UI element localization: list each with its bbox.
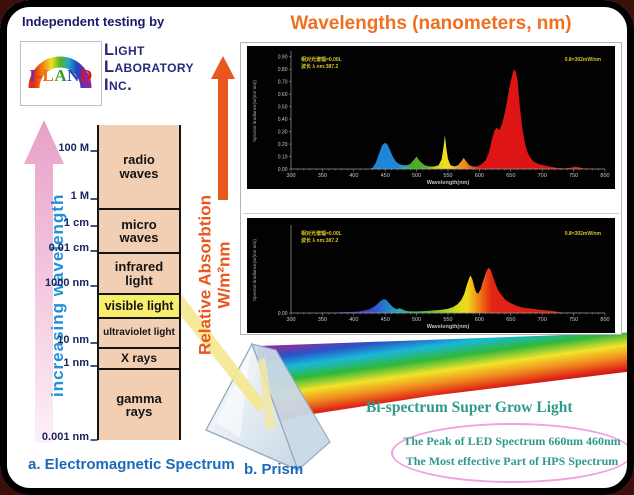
relative-absorption-line1: Relative Absorbtion bbox=[195, 195, 215, 355]
em-spectrum-caption: a. Electromagnetic Spectrum bbox=[28, 456, 235, 473]
svg-text:400: 400 bbox=[349, 317, 358, 323]
led-spectrum-chart: 300 350 400 450 500 550 600 650 700 750 800 0.00 0.1… bbox=[247, 46, 615, 189]
highlight-oval: The Peak of LED Spectrum 660nm 460nm The… bbox=[391, 423, 633, 483]
spectrum-area bbox=[369, 69, 605, 169]
prism-caption: b. Prism bbox=[244, 461, 304, 478]
svg-text:400: 400 bbox=[349, 173, 358, 179]
logo-letter: D bbox=[79, 66, 93, 85]
rainbow-beam bbox=[252, 332, 634, 428]
svg-text:0.8=302mW/nm: 0.8=302mW/nm bbox=[565, 231, 602, 237]
wavelengths-title: Wavelengths (nanometers, nm) bbox=[290, 13, 572, 34]
grow-light-label: Bi-spectrum Super Grow Light bbox=[366, 399, 573, 416]
em-band-visible-light: visible light bbox=[99, 293, 179, 317]
svg-text:600: 600 bbox=[475, 173, 484, 179]
svg-text:650: 650 bbox=[506, 173, 515, 179]
em-scale-label: 10 nm bbox=[57, 334, 89, 346]
svg-text:0.80: 0.80 bbox=[278, 67, 288, 73]
svg-text:550: 550 bbox=[443, 317, 452, 323]
svg-text:0.50: 0.50 bbox=[278, 105, 288, 111]
em-band-X-rays: X rays bbox=[99, 347, 179, 368]
spectrum-area bbox=[322, 267, 605, 313]
em-band-infrared-light: infrared light bbox=[99, 252, 179, 293]
rainbow-arch-icon bbox=[28, 56, 92, 89]
svg-text:0.90: 0.90 bbox=[278, 55, 288, 61]
svg-text:相对光谱辐=0.00L: 相对光谱辐=0.00L bbox=[301, 56, 342, 63]
em-band-ultraviolet-light: ultraviolet light bbox=[99, 317, 179, 347]
em-band-gamma-rays: gamma rays bbox=[99, 368, 179, 440]
svg-text:800: 800 bbox=[600, 173, 609, 179]
iland-logo-text: I-LAND bbox=[21, 66, 101, 86]
svg-text:Spectral irradiance(w/(m2·nm)): Spectral irradiance(w/(m2·nm)) bbox=[252, 79, 257, 142]
company-line-3: Inc. bbox=[104, 75, 133, 94]
pink-up-arrow bbox=[24, 120, 64, 443]
svg-text:750: 750 bbox=[569, 317, 578, 323]
em-scale-label: 100 M bbox=[58, 142, 89, 154]
svg-text:波长 λ nm:387.2: 波长 λ nm:387.2 bbox=[301, 237, 338, 244]
logo-letter: N bbox=[67, 66, 80, 85]
em-scale-label: 1 M bbox=[70, 190, 89, 202]
svg-text:0.70: 0.70 bbox=[278, 80, 288, 86]
prism-side-face bbox=[251, 343, 331, 472]
svg-text:300: 300 bbox=[286, 317, 295, 323]
chart-divider bbox=[243, 213, 619, 214]
orange-up-arrow bbox=[211, 56, 235, 200]
company-line-2: Laboratory bbox=[104, 58, 194, 77]
svg-text:Spectral irradiance(w/(m2·nm)): Spectral irradiance(w/(m2·nm)) bbox=[252, 238, 257, 301]
svg-text:Wavelength(nm): Wavelength(nm) bbox=[427, 324, 470, 330]
svg-text:0.30: 0.30 bbox=[278, 129, 288, 135]
svg-text:450: 450 bbox=[381, 317, 390, 323]
em-spectrum-column: radio waves micro waves infrared light visi… bbox=[97, 125, 181, 440]
svg-text:波长 λ nm:387.2: 波长 λ nm:387.2 bbox=[301, 63, 338, 70]
svg-text:700: 700 bbox=[538, 173, 547, 179]
svg-text:800: 800 bbox=[600, 317, 609, 323]
logo-letter: A bbox=[54, 66, 68, 85]
svg-text:700: 700 bbox=[538, 317, 547, 323]
em-scale-label: 1000 nm bbox=[44, 277, 89, 289]
em-scale-label: 0.01 cm bbox=[48, 242, 89, 254]
svg-text:750: 750 bbox=[569, 173, 578, 179]
em-scale-label: 0.001 nm bbox=[41, 431, 89, 443]
svg-text:0.00: 0.00 bbox=[278, 167, 288, 173]
iland-logo: I-LAND bbox=[20, 41, 102, 106]
logo-letter: I bbox=[29, 66, 37, 85]
svg-text:0.10: 0.10 bbox=[278, 154, 288, 160]
oval-line2: The Most effective Part of HPS Spectrum bbox=[405, 454, 619, 468]
logo-letter: L bbox=[42, 66, 55, 85]
svg-text:500: 500 bbox=[412, 317, 421, 323]
svg-text:0.20: 0.20 bbox=[278, 142, 288, 148]
svg-text:0.00: 0.00 bbox=[278, 311, 288, 317]
light-beam bbox=[181, 294, 266, 412]
company-line-1: Light bbox=[104, 41, 145, 59]
svg-text:0.60: 0.60 bbox=[278, 92, 288, 98]
svg-text:550: 550 bbox=[443, 173, 452, 179]
svg-text:650: 650 bbox=[506, 317, 515, 323]
em-band-micro-waves: micro waves bbox=[99, 208, 179, 252]
svg-text:500: 500 bbox=[412, 173, 421, 179]
svg-text:0.8=302mW/nm: 0.8=302mW/nm bbox=[565, 57, 602, 63]
em-scale-label: 1 cm bbox=[63, 217, 89, 229]
svg-text:450: 450 bbox=[381, 173, 390, 179]
company-name: Light Laboratory Inc. bbox=[104, 41, 194, 94]
svg-text:350: 350 bbox=[318, 317, 327, 323]
svg-text:Wavelength(nm): Wavelength(nm) bbox=[427, 180, 470, 186]
svg-text:相对光谱辐=0.00L: 相对光谱辐=0.00L bbox=[301, 230, 342, 237]
svg-text:300: 300 bbox=[286, 173, 295, 179]
relative-absorption-axis-label: Relative Absorbtion W/m²nm bbox=[196, 188, 236, 363]
logo-letter: - bbox=[36, 66, 43, 85]
em-band-radio-waves: radio waves bbox=[99, 125, 179, 208]
independent-testing-label: Independent testing by bbox=[22, 14, 165, 29]
hps-spectrum-chart: 300 350 400 450 500 550 600 650 700 750 800 0.00 Wav… bbox=[247, 218, 615, 333]
svg-text:350: 350 bbox=[318, 173, 327, 179]
svg-text:600: 600 bbox=[475, 317, 484, 323]
em-scale-label: 1 nm bbox=[63, 357, 89, 369]
svg-text:0.40: 0.40 bbox=[278, 117, 288, 123]
spectrum-charts-panel: 300 350 400 450 500 550 600 650 700 750 800 0.00 0.1… bbox=[240, 42, 622, 335]
oval-line1: The Peak of LED Spectrum 660nm 460nm bbox=[403, 434, 621, 448]
relative-absorption-line2: W/m²nm bbox=[214, 241, 234, 309]
